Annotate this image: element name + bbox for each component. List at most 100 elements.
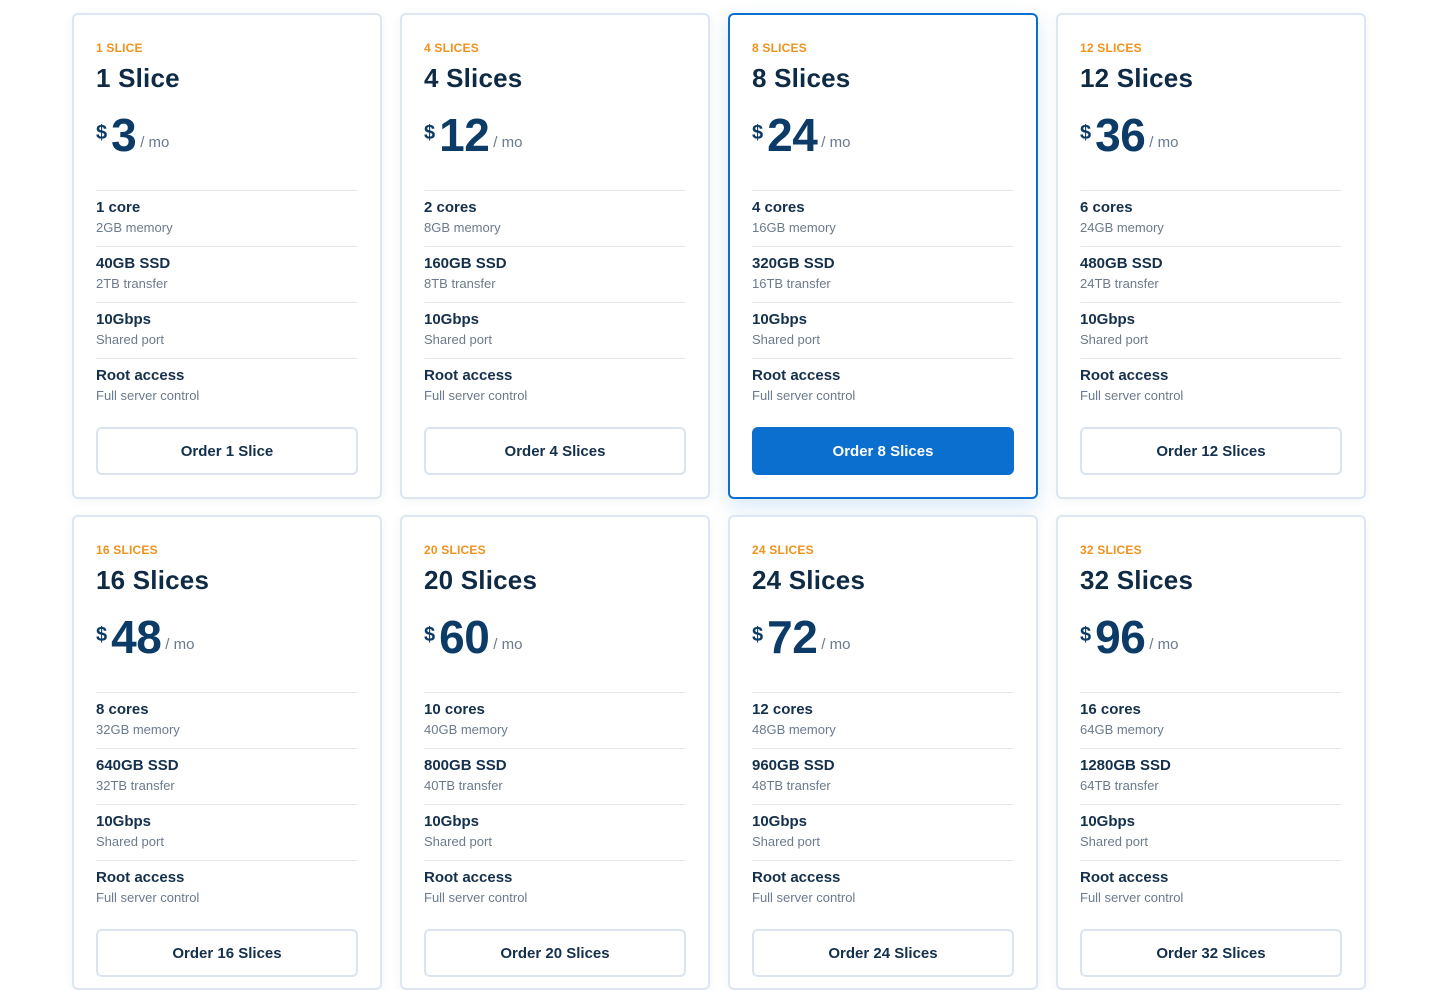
plan-badge: 32 SLICES bbox=[1080, 543, 1142, 557]
plan-card-12-slices: 12 SLICES 12 Slices $ 36 / mo 6 cores 24G… bbox=[1056, 13, 1366, 499]
spec-network: 10Gbps Shared port bbox=[424, 302, 686, 358]
spec-sub: 48TB transfer bbox=[752, 778, 831, 793]
price-currency: $ bbox=[96, 624, 108, 646]
spec-main: 10Gbps bbox=[752, 311, 808, 328]
plan-badge: 1 SLICE bbox=[96, 41, 143, 55]
plan-badge: 4 SLICES bbox=[424, 41, 479, 55]
price-period: / mo bbox=[1149, 134, 1179, 151]
order-4-slices-button[interactable]: Order 4 Slices bbox=[424, 427, 686, 475]
plan-title: 8 Slices bbox=[752, 63, 851, 93]
spec-access: Root access Full server control bbox=[96, 860, 358, 916]
spec-access: Root access Full server control bbox=[424, 358, 686, 414]
spec-main: 10 cores bbox=[424, 701, 485, 718]
order-24-slices-button[interactable]: Order 24 Slices bbox=[752, 929, 1014, 977]
plan-card-20-slices: 20 SLICES 20 Slices $ 60 / mo 10 cores 40… bbox=[400, 515, 710, 990]
spec-cpu: 2 cores 8GB memory bbox=[424, 190, 686, 246]
plan-badge: 24 SLICES bbox=[752, 543, 814, 557]
plan-card-8-slices: 8 SLICES 8 Slices $ 24 / mo 4 cores 16GB … bbox=[728, 13, 1038, 499]
spec-storage: 800GB SSD 40TB transfer bbox=[424, 748, 686, 804]
spec-main: Root access bbox=[96, 869, 185, 886]
plan-price: $ 48 / mo bbox=[96, 611, 194, 663]
plan-price: $ 3 / mo bbox=[96, 109, 169, 161]
order-8-slices-button[interactable]: Order 8 Slices bbox=[752, 427, 1014, 475]
plan-badge: 16 SLICES bbox=[96, 543, 158, 557]
plan-price: $ 60 / mo bbox=[424, 611, 522, 663]
price-currency: $ bbox=[1080, 122, 1092, 144]
plan-card-32-slices: 32 SLICES 32 Slices $ 96 / mo 16 cores 64… bbox=[1056, 515, 1366, 990]
spec-sub: 16GB memory bbox=[752, 220, 836, 235]
order-16-slices-button[interactable]: Order 16 Slices bbox=[96, 929, 358, 977]
spec-main: 10Gbps bbox=[424, 311, 480, 328]
spec-main: 960GB SSD bbox=[752, 757, 835, 774]
spec-access: Root access Full server control bbox=[1080, 358, 1342, 414]
spec-cpu: 12 cores 48GB memory bbox=[752, 692, 1014, 748]
price-amount: 24 bbox=[767, 109, 818, 161]
order-12-slices-button[interactable]: Order 12 Slices bbox=[1080, 427, 1342, 475]
spec-cpu: 1 core 2GB memory bbox=[96, 190, 358, 246]
spec-sub: Shared port bbox=[96, 332, 164, 347]
price-currency: $ bbox=[1080, 624, 1092, 646]
spec-main: 40GB SSD bbox=[96, 255, 171, 272]
spec-storage: 1280GB SSD 64TB transfer bbox=[1080, 748, 1342, 804]
spec-access: Root access Full server control bbox=[1080, 860, 1342, 916]
spec-sub: 2TB transfer bbox=[96, 276, 168, 291]
spec-main: 8 cores bbox=[96, 701, 149, 718]
spec-main: 16 cores bbox=[1080, 701, 1141, 718]
price-amount: 60 bbox=[439, 611, 490, 663]
plan-specs: 16 cores 64GB memory 1280GB SSD 64TB trans… bbox=[1080, 692, 1342, 916]
spec-sub: Full server control bbox=[1080, 388, 1184, 403]
spec-main: Root access bbox=[96, 367, 185, 384]
spec-storage: 960GB SSD 48TB transfer bbox=[752, 748, 1014, 804]
price-amount: 3 bbox=[111, 109, 137, 161]
plan-price: $ 12 / mo bbox=[424, 109, 522, 161]
spec-sub: Shared port bbox=[1080, 834, 1148, 849]
price-period: / mo bbox=[1149, 636, 1179, 653]
spec-network: 10Gbps Shared port bbox=[752, 302, 1014, 358]
spec-sub: 64TB transfer bbox=[1080, 778, 1159, 793]
spec-main: 10Gbps bbox=[96, 813, 152, 830]
spec-main: 480GB SSD bbox=[1080, 255, 1163, 272]
order-20-slices-button[interactable]: Order 20 Slices bbox=[424, 929, 686, 977]
order-1-slice-button[interactable]: Order 1 Slice bbox=[96, 427, 358, 475]
spec-sub: Full server control bbox=[424, 388, 528, 403]
spec-network: 10Gbps Shared port bbox=[96, 804, 358, 860]
plan-price: $ 24 / mo bbox=[752, 109, 850, 161]
price-period: / mo bbox=[821, 636, 851, 653]
order-32-slices-button[interactable]: Order 32 Slices bbox=[1080, 929, 1342, 977]
spec-storage: 40GB SSD 2TB transfer bbox=[96, 246, 358, 302]
price-period: / mo bbox=[140, 134, 170, 151]
spec-main: 10Gbps bbox=[96, 311, 152, 328]
spec-sub: Shared port bbox=[96, 834, 164, 849]
spec-storage: 640GB SSD 32TB transfer bbox=[96, 748, 358, 804]
spec-sub: 24GB memory bbox=[1080, 220, 1164, 235]
price-period: / mo bbox=[821, 134, 851, 151]
spec-access: Root access Full server control bbox=[96, 358, 358, 414]
plan-specs: 6 cores 24GB memory 480GB SSD 24TB transfe… bbox=[1080, 190, 1342, 414]
spec-sub: Full server control bbox=[424, 890, 528, 905]
spec-main: 12 cores bbox=[752, 701, 813, 718]
spec-sub: Shared port bbox=[752, 332, 820, 347]
spec-cpu: 4 cores 16GB memory bbox=[752, 190, 1014, 246]
plan-title: 32 Slices bbox=[1080, 565, 1194, 595]
plan-title: 12 Slices bbox=[1080, 63, 1194, 93]
price-amount: 96 bbox=[1095, 611, 1146, 663]
price-period: / mo bbox=[165, 636, 195, 653]
price-currency: $ bbox=[424, 624, 436, 646]
spec-main: 4 cores bbox=[752, 199, 805, 216]
plan-specs: 4 cores 16GB memory 320GB SSD 16TB transfe… bbox=[752, 190, 1014, 414]
spec-main: 640GB SSD bbox=[96, 757, 179, 774]
spec-sub: Shared port bbox=[752, 834, 820, 849]
plan-title: 20 Slices bbox=[424, 565, 538, 595]
spec-network: 10Gbps Shared port bbox=[96, 302, 358, 358]
plan-specs: 12 cores 48GB memory 960GB SSD 48TB transf… bbox=[752, 692, 1014, 916]
plan-title: 24 Slices bbox=[752, 565, 866, 595]
spec-sub: 16TB transfer bbox=[752, 276, 831, 291]
plan-card-16-slices: 16 SLICES 16 Slices $ 48 / mo 8 cores 32G… bbox=[72, 515, 382, 990]
price-currency: $ bbox=[752, 624, 764, 646]
price-amount: 36 bbox=[1095, 109, 1146, 161]
spec-main: 10Gbps bbox=[752, 813, 808, 830]
price-amount: 48 bbox=[111, 611, 162, 663]
spec-main: 320GB SSD bbox=[752, 255, 835, 272]
spec-cpu: 8 cores 32GB memory bbox=[96, 692, 358, 748]
